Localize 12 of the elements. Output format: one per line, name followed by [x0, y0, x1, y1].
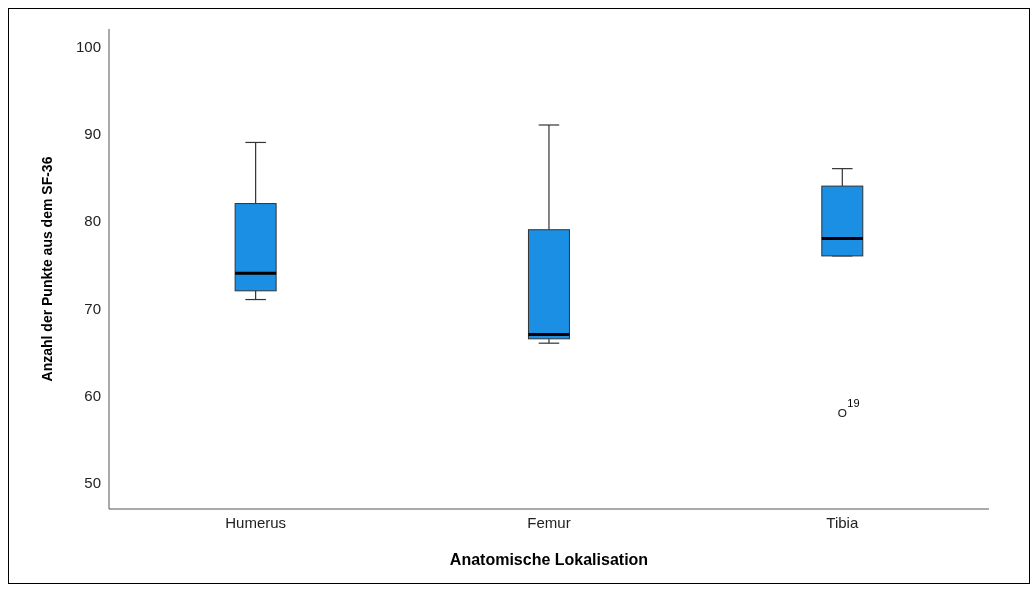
- y-tick-label: 50: [84, 474, 101, 492]
- annotation: 19: [847, 397, 860, 409]
- y-axis-title: Anzahl der Punkte aus dem SF-36: [38, 156, 55, 382]
- x-tick-label: Femur: [527, 513, 571, 531]
- y-tick-label: 80: [84, 212, 101, 230]
- y-tick-label: 100: [75, 37, 101, 55]
- x-axis-title: Anatomische Lokalisation: [449, 551, 649, 568]
- x-tick-label: Humerus: [225, 513, 287, 531]
- y-tick-label: 70: [84, 299, 101, 317]
- x-tick-label: Tibia: [826, 513, 859, 531]
- y-tick-label: 90: [84, 125, 101, 143]
- y-tick-label: 60: [84, 386, 101, 404]
